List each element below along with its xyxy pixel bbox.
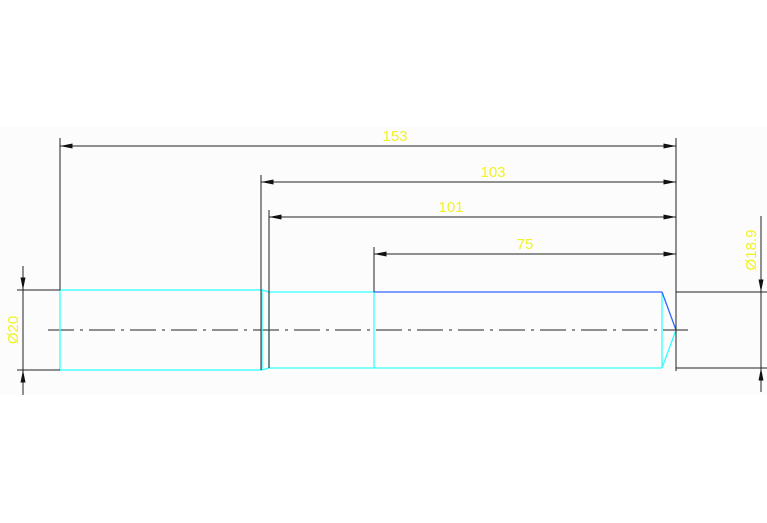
shaft-edge-highlight [374,291,677,331]
extension-lines [17,138,767,371]
dim-text-103: 103 [480,164,505,181]
dim-text-101: 101 [438,199,463,216]
drawing-area [0,127,767,395]
dim-text-75: 75 [517,236,534,253]
dim-text-dia-18-9: Ø18.9 [743,230,760,271]
shaft-outline [59,289,677,371]
dim-text-153: 153 [382,128,407,145]
dim-text-dia-20: Ø20 [5,316,22,344]
